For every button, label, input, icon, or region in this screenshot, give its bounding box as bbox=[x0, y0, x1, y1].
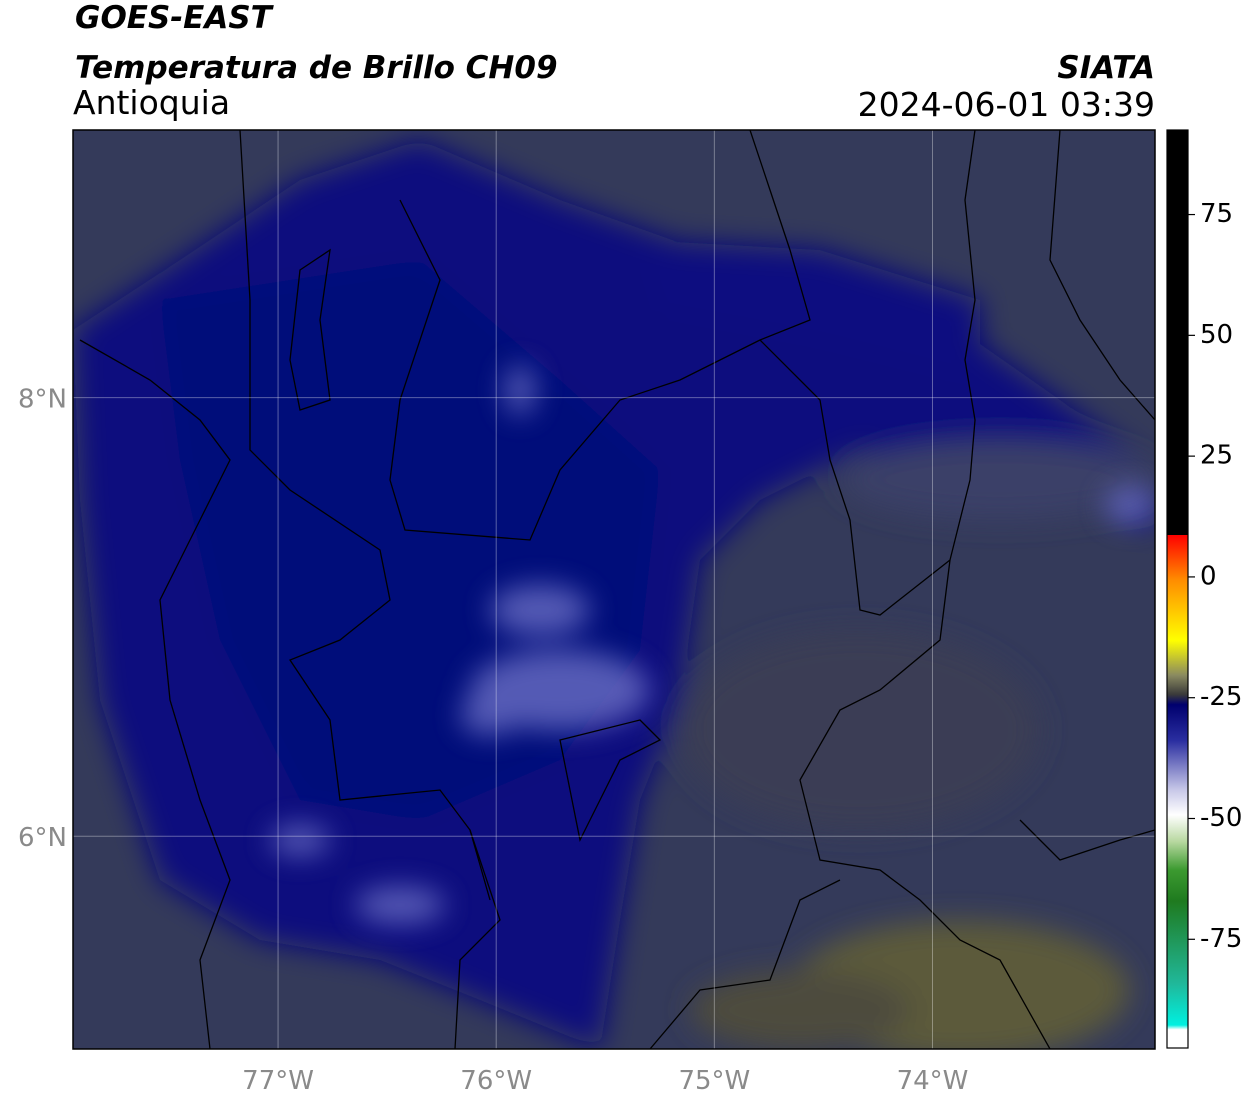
timestamp: 2024-06-01 03:39 bbox=[858, 85, 1155, 124]
product: Temperatura de Brillo CH09 bbox=[75, 50, 558, 86]
lon-label: 76°W bbox=[460, 1066, 532, 1096]
region: Antioquia bbox=[73, 83, 230, 122]
lat-label: 6°N bbox=[18, 823, 67, 853]
satellite: GOES-EAST bbox=[75, 0, 275, 36]
lat-label: 8°N bbox=[18, 385, 67, 415]
colorbar-tick-label: 25 bbox=[1200, 441, 1233, 471]
colorbar-tick-label: 50 bbox=[1200, 320, 1233, 350]
map-frame bbox=[72, 129, 1156, 1050]
agency: SIATA bbox=[1057, 50, 1155, 86]
map-imagery bbox=[73, 130, 1155, 1049]
colorbar bbox=[1166, 129, 1189, 1049]
colorbar-ticks: 75 50 25 0 -25 -50 -75 bbox=[1188, 199, 1242, 954]
colorbar-tick-label: 75 bbox=[1200, 199, 1233, 229]
lon-label: 75°W bbox=[678, 1066, 750, 1096]
lon-label: 74°W bbox=[897, 1066, 969, 1096]
colorbar-tick-label: -75 bbox=[1200, 924, 1242, 954]
colorbar-tick-label: -25 bbox=[1200, 682, 1242, 712]
lon-label: 77°W bbox=[242, 1066, 314, 1096]
colorbar-tick-label: -50 bbox=[1200, 803, 1242, 833]
colorbar-tick-label: 0 bbox=[1200, 561, 1217, 591]
graticule: 8°N 6°N 77°W 76°W 75°W 74°W bbox=[18, 130, 1155, 1096]
